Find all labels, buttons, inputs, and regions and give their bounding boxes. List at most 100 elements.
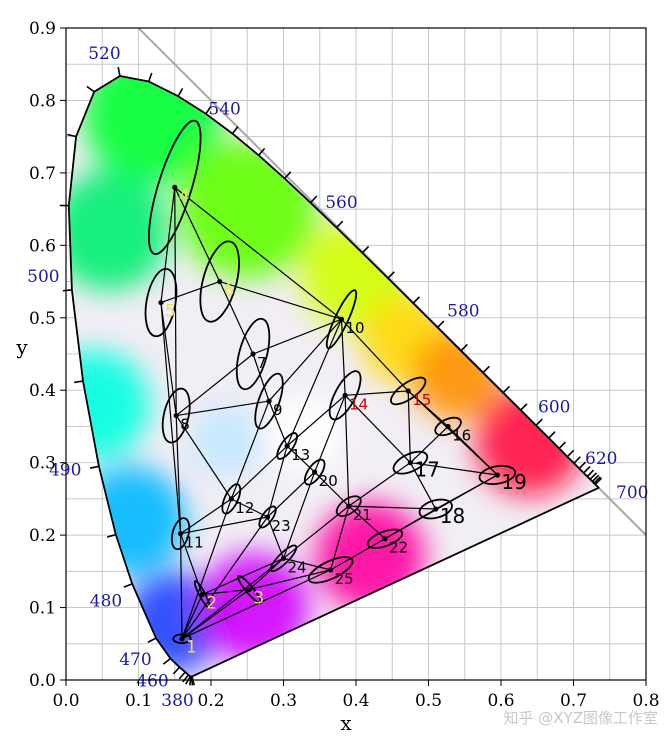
data-point-label: 24 [288,558,307,576]
data-point [179,636,185,642]
data-point [228,496,234,502]
data-point [342,392,348,398]
macadam-ellipse [170,517,191,551]
wavelength-label: 580 [447,302,479,322]
data-point-label: 25 [335,570,354,588]
data-point-label: 22 [389,539,408,557]
connection-line [219,281,254,355]
macadam-ellipse [235,317,271,391]
macadam-ellipse [325,289,358,350]
wavelength-tick [89,465,100,469]
wavelength-tick [573,456,581,464]
x-tick-label: 0.3 [270,691,297,711]
wavelength-tick [548,431,556,439]
wavelength-tick [106,533,117,538]
data-point-label: 1 [186,638,197,658]
data-point-label: 20 [319,472,338,490]
gamut-color-blob [68,170,170,291]
data-point-label: 23 [272,517,291,535]
data-point [266,398,272,404]
connection-line [181,516,269,640]
wavelength-tick [182,674,190,683]
wavelength-ticks [59,66,603,686]
macadam-ellipse [478,464,517,486]
data-point-label: 4 [179,186,190,206]
gamut-color-blob [68,349,150,460]
data-point-label: 13 [291,446,310,464]
data-point-label: 6 [224,281,235,301]
y-tick-label: 0.1 [29,599,56,619]
wavelength-tick [117,66,121,77]
macadam-ellipse [147,119,202,256]
data-point [246,586,253,593]
wavelength-label: 520 [88,44,120,64]
data-point-label: 9 [273,401,283,419]
connection-line [409,426,449,464]
wavelength-label: 380 [161,691,193,711]
wavelength-label: 500 [27,267,59,287]
wavelength-tick [436,320,445,329]
connection-line [179,533,183,639]
wavelength-tick [594,477,603,485]
data-point-label: 11 [185,534,204,552]
data-point-label: 15 [412,391,431,409]
wavelength-tick [591,474,600,483]
data-point [328,567,334,573]
connection-line [174,186,342,320]
y-tick-label: 0.7 [29,164,56,184]
x-tick-label: 0.0 [52,691,79,711]
wavelength-tick [86,85,95,93]
data-point [158,299,164,306]
x-tick-label: 0.1 [125,691,152,711]
connection-line [181,557,284,640]
data-point-label: 12 [235,499,254,517]
connection-line [252,353,270,402]
wavelength-tick [178,671,186,680]
wavelength-label: 700 [616,483,648,503]
x-tick-label: 0.2 [197,691,224,711]
data-point-label: 21 [353,506,372,524]
macadam-ellipse [335,495,362,517]
wavelength-label: 620 [585,449,617,469]
macadam-ellipse [144,268,178,338]
connection-line [283,557,331,571]
wavelength-tick [67,133,77,138]
connection-line [181,498,232,639]
y-axis-title: y [15,335,28,359]
macadam-ellipses [144,119,517,644]
connection-line [286,318,343,447]
wavelength-tick [190,676,194,686]
y-tick-label: 0.4 [29,381,56,401]
wavelength-tick [123,583,133,588]
connection-line [348,462,411,507]
data-point-label: 5 [165,302,176,322]
connection-line [174,187,221,282]
x-tick-label: 0.5 [415,691,442,711]
wavelength-tick [586,469,595,478]
x-tick-label: 0.7 [560,691,587,711]
wavelength-tick [205,105,212,115]
wavelength-tick [162,657,171,665]
data-point [338,316,345,322]
wavelength-tick [147,637,157,643]
wavelength-tick [258,147,266,156]
wavelength-label: 490 [49,460,81,480]
data-point [173,412,179,419]
data-point-label: 10 [346,319,365,337]
wavelength-tick [578,461,587,470]
y-tick-label: 0.5 [29,309,56,329]
wavelength-tick [460,343,468,352]
macadam-ellipse [221,483,242,515]
data-point [172,184,178,190]
data-point-label: 14 [349,395,368,413]
wavelength-tick [284,171,292,180]
gamut-color-blob [76,465,187,576]
macadam-ellipse [258,505,277,529]
wavelength-tick [589,472,598,480]
wavelength-tick [62,289,73,292]
data-point [264,514,271,520]
axes: 0.0 0.1 0.2 0.3 0.4 0.5 0.6 0.7 0.8 0.0 0.1 0.2 0.3 0… [15,19,659,735]
macadam-ellipse [434,416,462,437]
connection-line [202,557,284,596]
